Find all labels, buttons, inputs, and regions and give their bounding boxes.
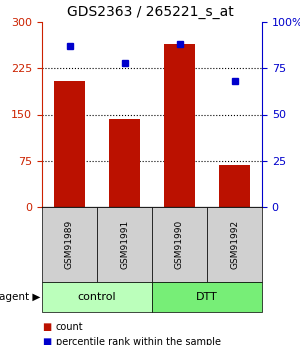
Text: DTT: DTT bbox=[196, 292, 218, 302]
Bar bbox=[164, 43, 195, 207]
Bar bbox=[54, 81, 85, 207]
Text: GSM91989: GSM91989 bbox=[65, 220, 74, 269]
Text: GSM91992: GSM91992 bbox=[230, 220, 239, 269]
Text: percentile rank within the sample: percentile rank within the sample bbox=[56, 337, 221, 345]
Text: agent ▶: agent ▶ bbox=[0, 292, 40, 302]
Text: GSM91990: GSM91990 bbox=[175, 220, 184, 269]
Text: ■: ■ bbox=[42, 322, 51, 332]
Text: GSM91991: GSM91991 bbox=[120, 220, 129, 269]
Text: GDS2363 / 265221_s_at: GDS2363 / 265221_s_at bbox=[67, 5, 233, 19]
Text: count: count bbox=[56, 322, 84, 332]
Text: ■: ■ bbox=[42, 337, 51, 345]
Text: control: control bbox=[78, 292, 116, 302]
Bar bbox=[219, 165, 250, 207]
Bar bbox=[110, 119, 140, 207]
